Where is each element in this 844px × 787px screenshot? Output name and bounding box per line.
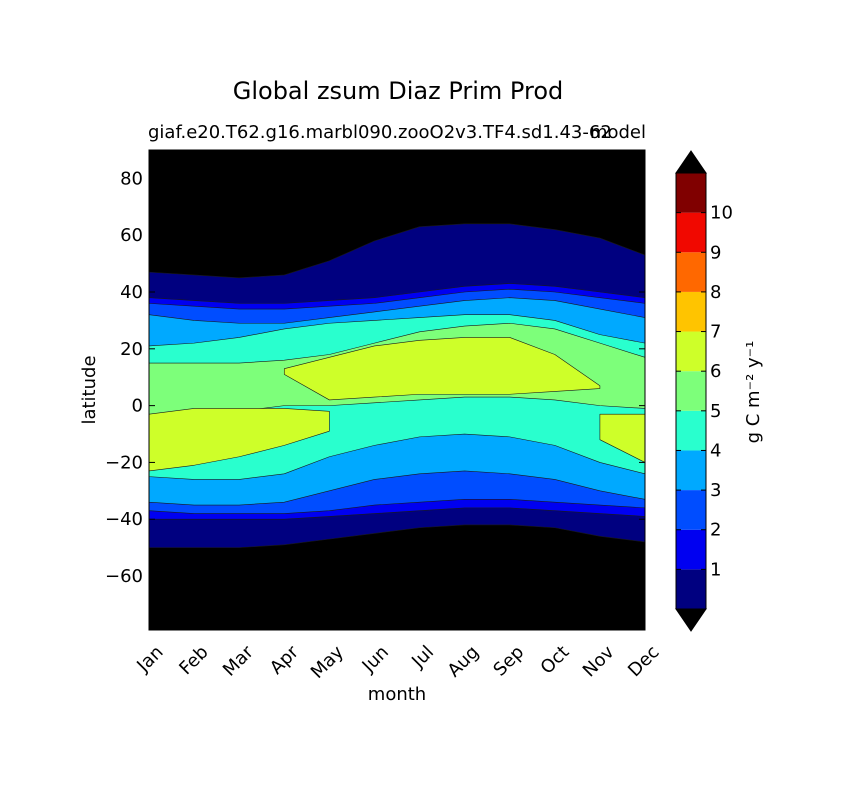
- colorbar-tick-label: 1: [710, 559, 721, 580]
- colorbar-tick-label: 2: [710, 520, 721, 541]
- y-tick-label: −40: [105, 509, 143, 530]
- y-tick-label: −20: [105, 452, 143, 473]
- colorbar-segment-1: [676, 529, 706, 570]
- colorbar-segment-9: [676, 212, 706, 253]
- y-axis-label: latitude: [79, 355, 100, 424]
- y-axis: 80 60 40 20 0 −20 −40 −60: [105, 168, 645, 587]
- contour-region-level-6-south_early: [148, 408, 330, 472]
- x-axis-label: month: [368, 684, 426, 705]
- chart-subtitle-model: model: [590, 122, 646, 143]
- colorbar-segment-6: [676, 331, 706, 372]
- colorbar-tick-label: 10: [710, 203, 733, 224]
- colorbar-segment-7: [676, 291, 706, 332]
- colorbar-segment-8: [676, 252, 706, 292]
- colorbar-tick-label: 5: [710, 401, 721, 422]
- colorbar-segment-10: [676, 173, 706, 213]
- colorbar: 1 2 3 4 5 6 7 8 9 10: [675, 150, 733, 632]
- colorbar-tick-label: 8: [710, 282, 721, 303]
- colorbar-tick-label: 9: [710, 242, 721, 263]
- plot-frame: [148, 149, 646, 631]
- colorbar-segment-5: [676, 371, 706, 411]
- plot-area: [148, 149, 646, 631]
- colorbar-label: g C m⁻² y⁻¹: [743, 341, 764, 444]
- colorbar-segment-0: [676, 569, 706, 609]
- y-tick-label: 60: [120, 225, 143, 246]
- colorbar-tick-label: 6: [710, 361, 721, 382]
- contour-region-level-6-north: [283, 337, 601, 401]
- colorbar-segment-3: [676, 450, 706, 491]
- contour-fills: [148, 223, 646, 548]
- y-tick-label: 20: [120, 339, 143, 360]
- colorbar-tick-label: 3: [710, 480, 721, 501]
- chart-subtitle-case: giaf.e20.T62.g16.marbl090.zooO2v3.TF4.sd…: [148, 122, 612, 143]
- chart-title: Global zsum Diaz Prim Prod: [233, 77, 564, 105]
- y-tick-label: 40: [120, 282, 143, 303]
- colorbar-segment-4: [676, 410, 706, 451]
- y-tick-label: 80: [120, 168, 143, 189]
- colorbar-frame: [675, 172, 707, 610]
- colorbar-segment-2: [676, 490, 706, 530]
- colorbar-tick-label: 7: [710, 322, 721, 343]
- colorbar-tick-label: 4: [710, 440, 721, 461]
- y-tick-label: 0: [132, 396, 143, 417]
- y-tick-label: −60: [105, 566, 143, 587]
